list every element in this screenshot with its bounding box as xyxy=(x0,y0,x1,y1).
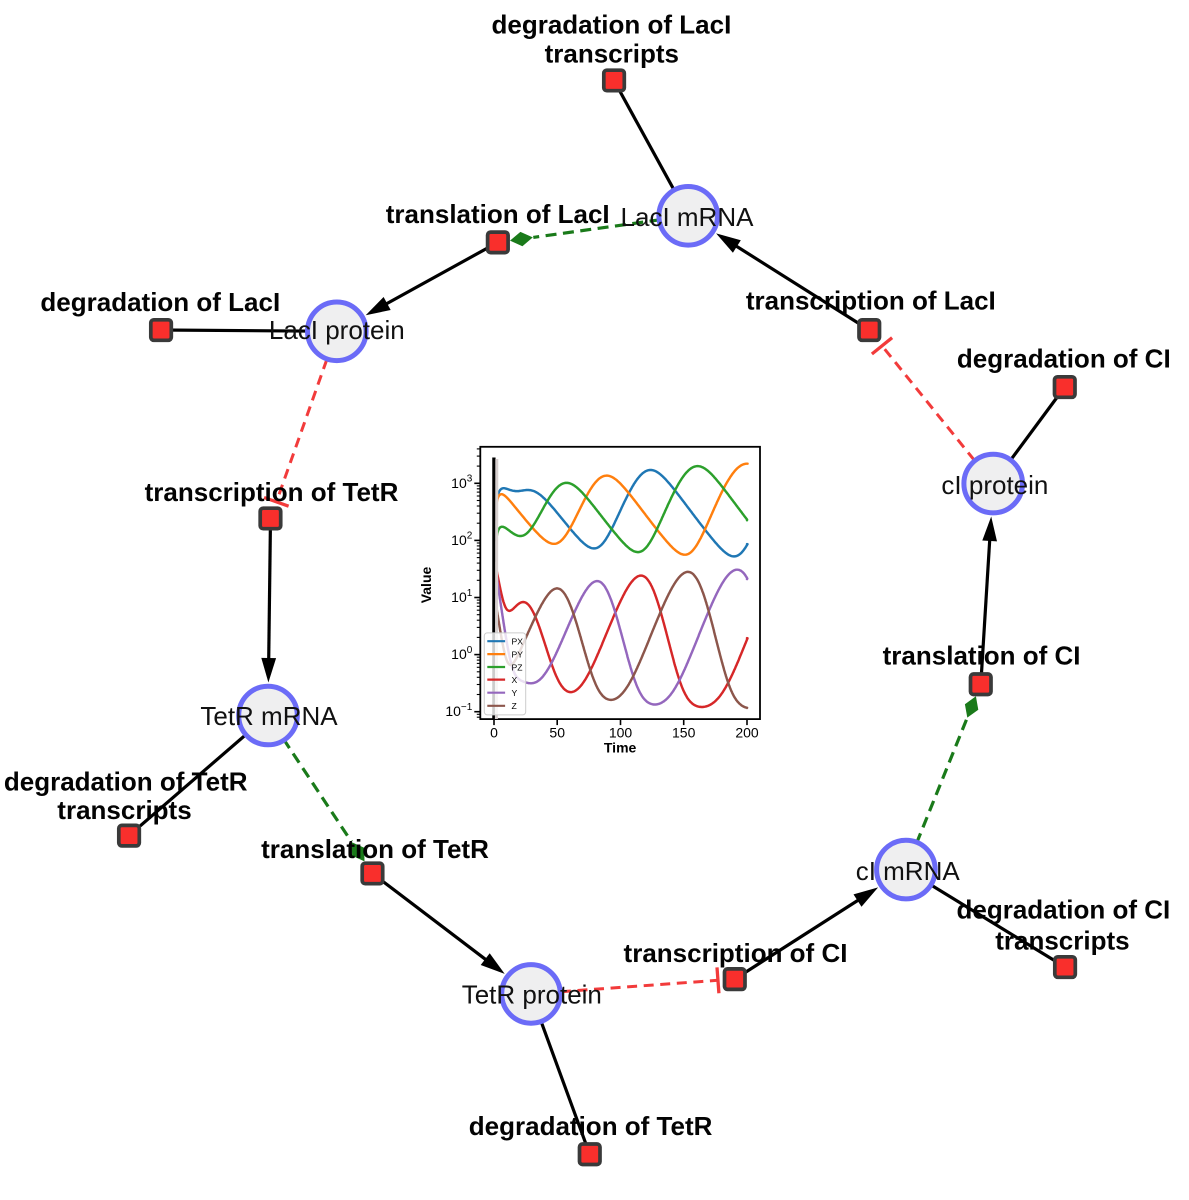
svg-text:TetR mRNA: TetR mRNA xyxy=(200,701,338,731)
svg-text:degradation of CI: degradation of CI xyxy=(957,895,1171,925)
svg-text:150: 150 xyxy=(672,725,696,741)
svg-text:degradation of TetR: degradation of TetR xyxy=(4,767,248,797)
svg-text:transcripts: transcripts xyxy=(545,39,679,69)
svg-text:LacI mRNA: LacI mRNA xyxy=(621,202,755,232)
svg-text:200: 200 xyxy=(735,725,759,741)
svg-text:transcription of LacI: transcription of LacI xyxy=(746,286,996,316)
svg-text:translation of TetR: translation of TetR xyxy=(261,834,489,864)
svg-text:100: 100 xyxy=(609,725,633,741)
svg-text:cI mRNA: cI mRNA xyxy=(856,856,961,886)
svg-text:degradation of TetR: degradation of TetR xyxy=(469,1111,713,1141)
svg-text:translation of LacI: translation of LacI xyxy=(386,199,610,229)
svg-text:degradation of LacI: degradation of LacI xyxy=(491,10,731,40)
svg-text:translation of CI: translation of CI xyxy=(883,641,1081,671)
svg-text:Z: Z xyxy=(512,701,517,711)
svg-text:transcripts: transcripts xyxy=(995,926,1129,956)
svg-text:Value: Value xyxy=(418,567,434,604)
svg-text:Time: Time xyxy=(604,740,637,756)
svg-text:cI protein: cI protein xyxy=(941,470,1048,500)
svg-text:50: 50 xyxy=(549,725,565,741)
svg-text:degradation of LacI: degradation of LacI xyxy=(40,287,280,317)
svg-text:PY: PY xyxy=(512,650,524,660)
svg-text:transcription of CI: transcription of CI xyxy=(624,938,848,968)
svg-text:X: X xyxy=(512,675,518,685)
svg-text:degradation of CI: degradation of CI xyxy=(957,344,1171,374)
svg-text:Y: Y xyxy=(512,688,518,698)
svg-text:PX: PX xyxy=(512,637,524,647)
svg-text:LacI protein: LacI protein xyxy=(269,315,405,345)
svg-text:PZ: PZ xyxy=(512,662,523,672)
svg-text:0: 0 xyxy=(490,725,498,741)
svg-text:TetR protein: TetR protein xyxy=(462,980,602,1010)
svg-text:transcripts: transcripts xyxy=(57,795,191,825)
svg-text:transcription of TetR: transcription of TetR xyxy=(145,477,399,507)
